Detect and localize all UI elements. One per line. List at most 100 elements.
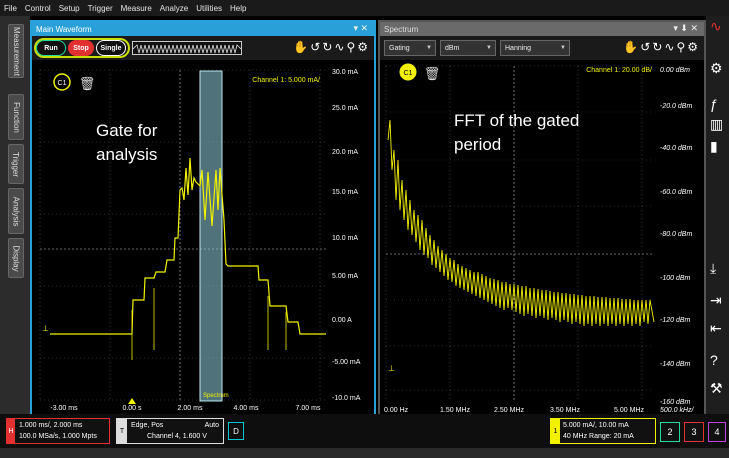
t-marker: T [117,419,127,443]
undo-icon[interactable]: ↺ [310,40,323,54]
function-icon[interactable]: ƒ [710,96,718,112]
import-icon[interactable]: ⇥ [710,292,722,308]
spectrum-ch1-badge[interactable] [399,63,417,81]
gate-label: Spectrum [203,393,229,399]
x-tick-2: 2.00 ms [178,405,203,412]
settings-icon[interactable]: ⚙ [357,40,370,54]
unit-dropdown-label: dBm [445,44,460,52]
undo-icon[interactable]: ↺ [640,40,653,54]
autoscale-icon[interactable]: ∿ [334,40,347,54]
tab-display[interactable]: Display [8,238,24,278]
channel2-button[interactable]: 2 [660,422,680,442]
y-tick-0: 30.0 mA [332,69,358,76]
x-tick-1: 0.00 s [122,405,142,412]
main-toolbar: Run Stop Single ✋↺↻∿⚲⚙ [32,36,374,60]
tab-trigger[interactable]: Trigger [8,144,24,184]
trigger-position-marker[interactable] [128,398,136,404]
menu-trigger[interactable]: Trigger [87,3,113,13]
spec-x-tick-4: 5.00 MHz [614,407,644,414]
y-tick-7: -5.00 mA [332,359,361,366]
channel4-button[interactable]: 4 [708,422,726,442]
tab-measurement[interactable]: Measurement [8,24,24,78]
y-tick-2: 20.0 mA [332,149,358,156]
single-button[interactable]: Single [96,40,126,56]
tab-function[interactable]: Function [8,94,24,140]
unit-dropdown[interactable]: dBm [440,40,496,56]
spectrum-window-controls[interactable]: ▾ ⬇ ✕ [673,23,698,33]
menu-bar: File Control Setup Trigger Measure Analy… [0,0,729,16]
trigger-settings[interactable]: T Edge, Pos Auto Channel 4, 1.600 V [116,418,224,444]
menu-file[interactable]: File [4,3,17,13]
pan-icon[interactable]: ✋ [293,40,311,54]
ch1-badge[interactable] [53,73,71,91]
gating-dropdown[interactable]: Gating [384,40,436,56]
tab-analysis[interactable]: Analysis [8,188,24,234]
tools-icon[interactable]: ⚒ [710,380,723,396]
redo-icon[interactable]: ↻ [652,40,665,54]
ch1-marker: 1 [551,419,560,443]
layout-icon[interactable]: ▥ [710,116,724,132]
menu-analyze[interactable]: Analyze [159,3,189,13]
main-waveform-window: Main Waveform ▾ ✕ Run Stop Single ✋↺↻∿⚲⚙ [30,20,376,416]
menu-control[interactable]: Control [24,3,51,13]
main-window-controls[interactable]: ▾ ✕ [353,23,368,33]
taskbar [0,448,729,458]
settings-icon[interactable]: ⚙ [687,40,700,54]
probe-icon[interactable]: ⚲ [346,40,358,54]
spectrum-ground-marker[interactable]: ⊥ [388,364,395,373]
probe-icon[interactable]: ⚲ [676,40,688,54]
spec-y-tick-6: -120 dBm [660,317,691,324]
menu-help[interactable]: Help [230,3,247,13]
spec-x-tick-0: 0.00 Hz [384,407,409,414]
gate-annotation-line1: Gate for [96,121,158,140]
y-tick-5: 5.00 mA [332,273,358,280]
probe-tool-icon[interactable]: ⚙ [710,60,723,76]
stop-button[interactable]: Stop [68,40,94,56]
y-tick-3: 15.0 mA [332,189,358,196]
spectrum-trash-icon[interactable]: 🗑 [424,66,441,81]
x-tick-0: -3.00 ms [50,405,78,412]
gate-region[interactable] [199,70,223,402]
save-icon[interactable]: ⤓ [710,260,717,276]
main-toolbar-icons[interactable]: ✋↺↻∿⚲⚙ [293,40,370,54]
overview-trace [132,44,242,54]
channel1-settings[interactable]: 1 5.000 mA/, 10.00 mA 40 MHz Range: 20 m… [550,418,656,444]
t-auto: Auto [204,422,219,429]
right-toolbar: ∿ ⚙ ƒ ▥ ▮ ⤓ ⇥ ⇤ ? ⚒ [706,16,729,414]
spec-x-tick-1: 1.50 MHz [440,407,470,414]
spec-x-tick-2: 2.50 MHz [494,407,524,414]
horizontal-settings[interactable]: H 1.000 ms/, 2.000 ms 100.0 MSa/s, 1.000… [6,418,110,444]
menu-utilities[interactable]: Utilities [196,3,223,13]
y-tick-4: 10.0 mA [332,235,358,242]
waveform-overview[interactable] [132,41,242,55]
spec-y-tick-1: -20.0 dBm [660,103,692,110]
gating-dropdown-label: Gating [389,44,410,52]
spec-y-tick-8: -160 dBm [660,399,691,406]
ch1-scale-readout: Channel 1: 5.000 mA/ [252,77,320,84]
ch1-ground-marker[interactable]: ⊥ [42,324,49,333]
h-line2: 100.0 MSa/s, 1.000 Mpts [19,433,97,440]
left-tab-strip: Measurement Function Trigger Analysis Di… [0,16,30,414]
digital-button[interactable]: D [228,422,244,440]
autoscale-icon[interactable]: ∿ [664,40,677,54]
pan-icon[interactable]: ✋ [623,40,641,54]
help-icon[interactable]: ? [710,352,718,368]
fft-trace [387,119,655,327]
export-icon[interactable]: ⇤ [710,320,722,336]
main-waveform-plot[interactable]: ⊥ C1 🗑 Channel 1: 5.000 mA/ Gate for ana… [32,60,374,416]
menu-setup[interactable]: Setup [58,3,80,13]
run-button[interactable]: Run [36,40,66,56]
histogram-icon[interactable]: ▮ [710,138,718,154]
trash-icon[interactable]: 🗑 [79,76,96,91]
redo-icon[interactable]: ↻ [322,40,335,54]
spectrum-toolbar-icons[interactable]: ✋↺↻∿⚲⚙ [623,40,700,54]
spec-y-tick-7: -140 dBm [660,361,691,368]
window-function-dropdown[interactable]: Hanning [500,40,570,56]
spec-y-tick-0: 0.00 dBm [660,67,690,74]
spectrum-plot[interactable]: ⊥ C1 🗑 Channel 1: 20.00 dB/ FFT of the g… [380,60,704,416]
ch1-badge-label: C1 [58,80,67,87]
menu-measure[interactable]: Measure [120,3,152,13]
t-line1: Edge, Pos [131,422,164,429]
channel3-button[interactable]: 3 [684,422,704,442]
gate-annotation-line2: analysis [96,145,157,164]
